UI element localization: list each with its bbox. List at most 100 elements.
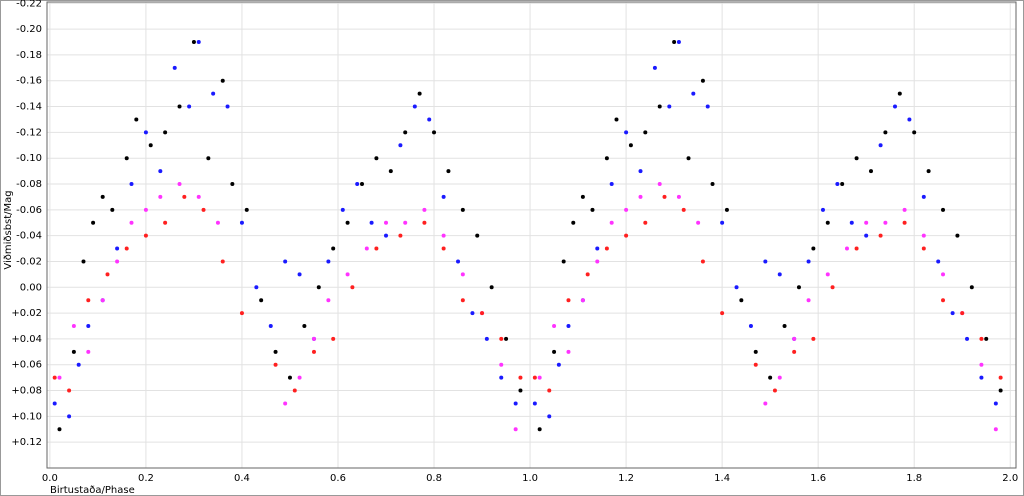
data-point bbox=[676, 40, 681, 45]
data-point bbox=[609, 182, 614, 187]
y-tick-label: -0.06 bbox=[16, 205, 42, 216]
data-point bbox=[489, 285, 494, 290]
data-point bbox=[748, 324, 753, 329]
data-point bbox=[364, 246, 369, 251]
data-point bbox=[590, 207, 595, 212]
data-point bbox=[672, 40, 677, 45]
data-point bbox=[124, 246, 129, 251]
data-point bbox=[412, 104, 417, 109]
data-point bbox=[552, 324, 557, 329]
data-point bbox=[374, 246, 379, 251]
data-point bbox=[311, 349, 316, 354]
data-point bbox=[105, 272, 110, 277]
data-point bbox=[441, 233, 446, 238]
data-point bbox=[57, 427, 62, 432]
data-point bbox=[595, 246, 600, 251]
data-point bbox=[158, 169, 163, 174]
data-point bbox=[345, 220, 350, 225]
data-point bbox=[100, 194, 105, 199]
x-tick-label: 1.6 bbox=[810, 473, 826, 484]
data-point bbox=[268, 324, 273, 329]
data-point bbox=[460, 207, 465, 212]
y-tick-label: +0.10 bbox=[11, 411, 42, 422]
data-point bbox=[941, 298, 946, 303]
data-point bbox=[220, 78, 225, 83]
x-tick-label: 1.2 bbox=[618, 473, 634, 484]
data-point bbox=[552, 349, 557, 354]
data-point bbox=[532, 375, 537, 380]
data-point bbox=[230, 182, 235, 187]
x-axis-label: Birtustaða/Phase bbox=[50, 485, 135, 496]
data-point bbox=[129, 182, 134, 187]
data-point bbox=[806, 259, 811, 264]
y-tick-label: -0.02 bbox=[16, 256, 42, 267]
data-point bbox=[518, 388, 523, 393]
data-point bbox=[532, 401, 537, 406]
data-point bbox=[566, 324, 571, 329]
data-point bbox=[86, 349, 91, 354]
data-point bbox=[979, 362, 984, 367]
data-point bbox=[979, 375, 984, 380]
data-point bbox=[340, 207, 345, 212]
data-point bbox=[273, 362, 278, 367]
data-point bbox=[691, 91, 696, 96]
data-point bbox=[518, 375, 523, 380]
data-point bbox=[369, 220, 374, 225]
data-point bbox=[984, 336, 989, 341]
data-point bbox=[705, 104, 710, 109]
data-point bbox=[86, 324, 91, 329]
data-point bbox=[643, 220, 648, 225]
data-point bbox=[556, 362, 561, 367]
data-point bbox=[326, 259, 331, 264]
y-tick-label: -0.18 bbox=[16, 50, 42, 61]
data-point bbox=[643, 130, 648, 135]
data-point bbox=[460, 298, 465, 303]
data-point bbox=[302, 324, 307, 329]
data-point bbox=[259, 298, 264, 303]
data-point bbox=[566, 349, 571, 354]
data-point bbox=[686, 156, 691, 161]
data-point bbox=[182, 194, 187, 199]
data-point bbox=[513, 427, 518, 432]
y-tick-label: -0.20 bbox=[16, 24, 42, 35]
data-point bbox=[624, 233, 629, 238]
plot-area bbox=[46, 1, 1017, 469]
data-point bbox=[480, 311, 485, 316]
data-point bbox=[772, 388, 777, 393]
data-point bbox=[854, 156, 859, 161]
data-point bbox=[955, 233, 960, 238]
data-point bbox=[297, 375, 302, 380]
data-point bbox=[547, 388, 552, 393]
data-point bbox=[912, 130, 917, 135]
data-point bbox=[768, 375, 773, 380]
data-point bbox=[134, 117, 139, 122]
x-tick-label: 2.0 bbox=[1002, 473, 1018, 484]
data-point bbox=[561, 259, 566, 264]
data-point bbox=[580, 298, 585, 303]
data-point bbox=[624, 207, 629, 212]
data-point bbox=[734, 285, 739, 290]
y-tick-label: +0.12 bbox=[11, 437, 42, 448]
data-point bbox=[143, 130, 148, 135]
data-point bbox=[595, 259, 600, 264]
data-point bbox=[667, 104, 672, 109]
data-point bbox=[811, 336, 816, 341]
data-point bbox=[907, 117, 912, 122]
data-point bbox=[710, 182, 715, 187]
x-tick-label: 0.8 bbox=[426, 473, 442, 484]
data-point bbox=[840, 182, 845, 187]
data-point bbox=[499, 362, 504, 367]
data-point bbox=[384, 233, 389, 238]
data-point bbox=[806, 298, 811, 303]
data-point bbox=[849, 220, 854, 225]
data-point bbox=[864, 233, 869, 238]
data-point bbox=[609, 220, 614, 225]
data-point bbox=[921, 233, 926, 238]
data-point bbox=[163, 130, 168, 135]
data-point bbox=[580, 194, 585, 199]
data-point bbox=[52, 401, 57, 406]
data-point bbox=[177, 182, 182, 187]
data-point bbox=[403, 220, 408, 225]
data-point bbox=[926, 169, 931, 174]
y-tick-label: 0.00 bbox=[20, 282, 42, 293]
